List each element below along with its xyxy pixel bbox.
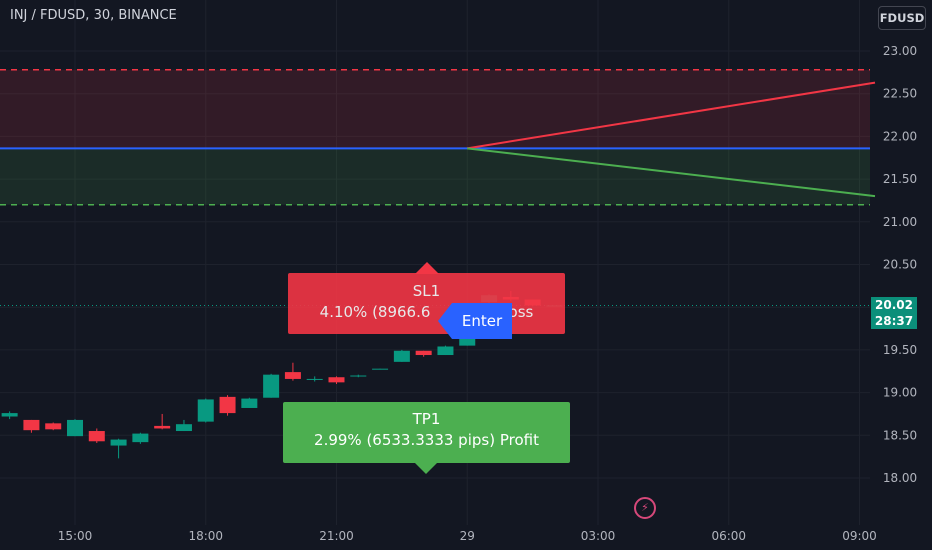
lightning-icon[interactable]: ⚡ [634, 497, 656, 519]
y-tick-label: 21.50 [883, 172, 917, 186]
candle-body [372, 368, 389, 370]
candle-body [175, 424, 192, 432]
y-tick-label: 18.50 [883, 428, 917, 442]
candle-body [350, 375, 367, 377]
y-tick-label: 22.50 [883, 87, 917, 101]
y-tick-label: 21.00 [883, 215, 917, 229]
candle-body [45, 423, 62, 430]
x-tick-label: 15:00 [58, 529, 93, 543]
last-price-tag: 20.02 [871, 297, 917, 313]
candle-body [23, 419, 40, 431]
sl-arrow-icon [415, 262, 439, 274]
candle-body [1, 413, 18, 417]
stop-loss-detail-start: 4.10% (8966.6 [319, 303, 431, 321]
x-tick-label: 09:00 [842, 529, 877, 543]
candle-body [437, 346, 454, 356]
y-tick-label: 23.00 [883, 44, 917, 58]
y-tick-label: 19.50 [883, 343, 917, 357]
x-tick-label: 21:00 [319, 529, 354, 543]
tp-arrow-icon [414, 462, 438, 474]
y-tick-label: 19.00 [883, 386, 917, 400]
candle-body [328, 377, 345, 383]
candle-body [263, 374, 280, 398]
x-tick-label: 06:00 [711, 529, 746, 543]
candle-body [393, 350, 410, 362]
enter-label-text: Enter [461, 312, 503, 330]
y-tick-label: 18.00 [883, 471, 917, 485]
countdown-tag: 28:37 [871, 313, 917, 329]
stop-loss-label[interactable]: SL1 4.10% (8966.6 Loss [288, 273, 565, 334]
take-profit-title: TP1 [412, 410, 441, 428]
candle-body [67, 419, 83, 437]
stop-loss-title: SL1 [412, 282, 441, 300]
candle-body [88, 431, 105, 442]
x-tick-label: 18:00 [188, 529, 223, 543]
stop-loss-detail: 4.10% (8966.6 Loss [288, 302, 565, 323]
candle-body [197, 399, 214, 422]
candle-body [154, 425, 171, 429]
x-tick-label: 29 [460, 529, 475, 543]
candle-body [284, 372, 301, 379]
x-tick-label: 03:00 [581, 529, 616, 543]
y-tick-label: 20.50 [883, 258, 917, 272]
candle-body [415, 350, 432, 356]
y-tick-label: 22.00 [883, 129, 917, 143]
candle-body [132, 433, 149, 443]
enter-tag-shape [438, 303, 512, 339]
candle-body [219, 396, 236, 414]
candle-body [241, 398, 258, 408]
currency-button[interactable]: FDUSD [878, 6, 926, 30]
take-profit-detail: 2.99% (6533.3333 pips) Profit [314, 431, 539, 449]
target-zone [0, 148, 870, 205]
take-profit-label[interactable]: TP1 2.99% (6533.3333 pips) Profit [283, 402, 570, 463]
candle-body [306, 378, 323, 380]
target-projection-line [467, 147, 876, 198]
stop-projection-line [467, 81, 876, 150]
stop-zone [0, 69, 870, 149]
candle-body [110, 439, 127, 446]
chart-title: INJ / FDUSD, 30, BINANCE [10, 8, 177, 23]
